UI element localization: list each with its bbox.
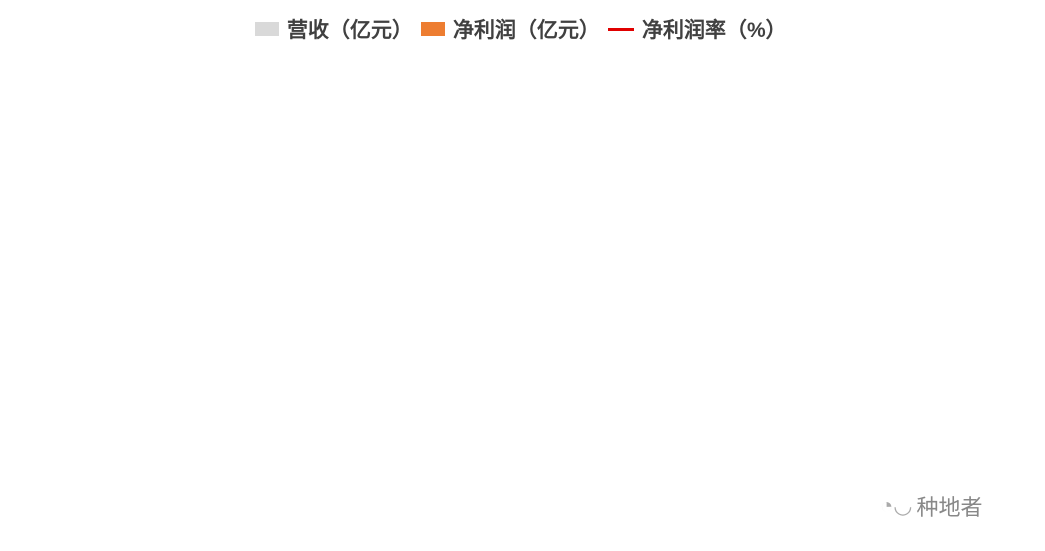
x-tick-label: 2015: [572, 513, 625, 535]
profit-label: 154: [512, 442, 548, 464]
revenue-label: 1,705: [162, 172, 216, 194]
revenue-bar: [336, 151, 355, 495]
wechat-icon: ◔◡: [880, 493, 913, 518]
x-tick-label: 2020: [171, 513, 224, 535]
margin-label: 14.0%: [477, 210, 560, 238]
revenue-bar: [176, 202, 195, 495]
profit-label: 109: [753, 449, 789, 471]
profit-bar: [360, 450, 379, 495]
x-tick-label: 2018: [331, 513, 384, 535]
profit-bar: [200, 456, 219, 495]
margin-label: 14.9%: [397, 153, 480, 181]
profit-label: 74: [840, 455, 864, 477]
x-tick-label: 2016: [492, 513, 545, 535]
x-tick-label: 2019: [251, 513, 304, 535]
profit-bar: [120, 449, 138, 495]
x-tick-label: 2017: [412, 513, 465, 535]
margin-line: [116, 185, 921, 368]
margin-label: 12.3%: [236, 247, 319, 275]
legend: 营收（亿元） 净利润（亿元） 净利润率（%）: [255, 14, 795, 44]
revenue-bar: [256, 151, 275, 495]
revenue-label: 1,006: [564, 291, 618, 313]
revenue-label: 2,005: [242, 120, 296, 142]
margin-label: 13.1%: [316, 231, 399, 259]
legend-revenue: 营收（亿元）: [255, 14, 413, 44]
revenue-bar: [577, 322, 596, 495]
profit-label: 247: [271, 426, 307, 448]
margin-label: 10.1%: [637, 293, 720, 321]
revenue-bar: [818, 323, 837, 495]
legend-label-margin: 净利润率（%）: [642, 19, 787, 42]
profit-label: 224: [432, 430, 468, 452]
revenue-bar: [417, 237, 436, 495]
margin-label: 6.3%: [887, 372, 954, 400]
profit-bar: [601, 473, 620, 495]
legend-swatch-revenue: [255, 22, 279, 36]
revenue-label: 1,200: [724, 258, 778, 280]
profit-label: 125: [593, 447, 629, 469]
profit-label: 266.1: [102, 422, 156, 444]
legend-label-revenue: 营收（亿元）: [287, 19, 413, 42]
legend-label-profit: 净利润（亿元）: [453, 19, 600, 42]
profit-bar: [280, 452, 299, 495]
profit-bar: [441, 456, 460, 495]
profit-label: 52: [920, 459, 944, 481]
revenue-label: 835: [894, 321, 930, 343]
profit-label: 262: [352, 423, 388, 445]
profit-bar: [521, 468, 540, 495]
margin-label: 12.5%: [557, 241, 640, 269]
margin-label: 9.1%: [726, 314, 793, 342]
revenue-bar: [497, 306, 516, 495]
legend-margin: 净利润率（%）: [608, 14, 787, 44]
revenue-label: 2355: [85, 60, 133, 82]
revenue-label: 1,500: [403, 207, 457, 229]
revenue-bar: [899, 351, 917, 495]
margin-label: 13.0%: [156, 233, 239, 261]
profit-bar: [682, 470, 701, 495]
legend-swatch-profit: [421, 22, 445, 36]
revenue-label: 1,101: [483, 275, 537, 297]
profit-label: 142: [673, 444, 709, 466]
x-tick-label: 2014: [653, 513, 706, 535]
revenue-bar: [738, 289, 757, 495]
revenue-label: 2,000: [323, 121, 377, 143]
x-tick-label: 2022: [91, 513, 144, 535]
legend-swatch-margin: [608, 27, 634, 31]
revenue-label: 1,001: [804, 292, 858, 314]
profit-label: 222: [191, 430, 227, 452]
x-tick-label: 2013: [733, 513, 786, 535]
profit-bar: [762, 476, 781, 495]
revenue-bar: [96, 91, 114, 495]
watermark-text: 种地者: [916, 495, 983, 520]
legend-profit: 净利润（亿元）: [421, 14, 600, 44]
revenue-bar: [658, 254, 677, 495]
margin-label: 11.3%: [75, 268, 158, 296]
x-tick-label: 2012: [813, 513, 866, 535]
profit-bar: [842, 482, 861, 495]
revenue-label: 1,400: [644, 224, 698, 246]
margin-label: 7.4%: [806, 349, 873, 377]
watermark: ◔◡ 种地者: [880, 490, 983, 522]
